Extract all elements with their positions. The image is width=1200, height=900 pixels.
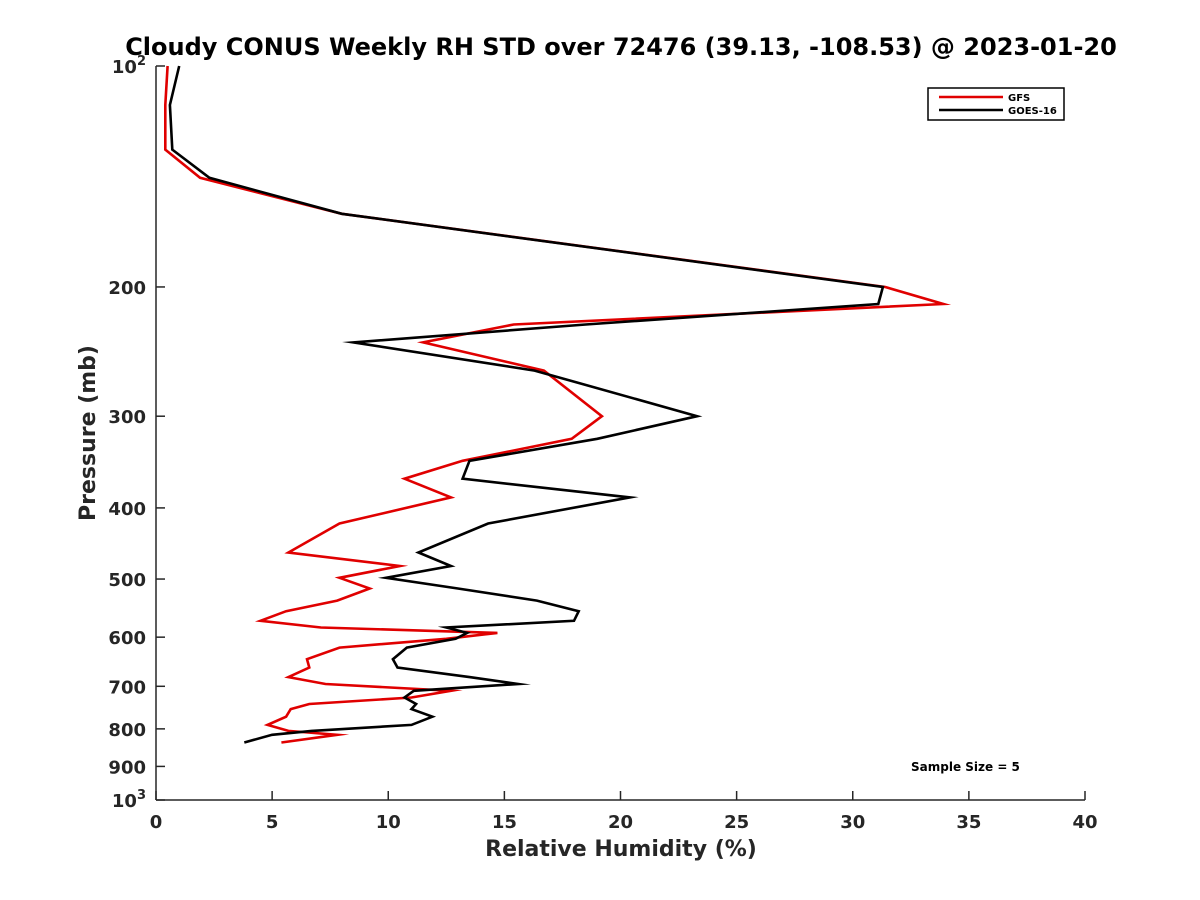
x-tick-label: 30 — [840, 812, 865, 833]
x-tick-label: 15 — [492, 812, 517, 833]
y-tick-label: 102 — [112, 54, 146, 78]
x-axis-ticks: 0 5 10 15 20 25 30 35 40 — [150, 791, 1098, 833]
x-tick-label: 0 — [150, 812, 163, 833]
series-line-goes16 — [168, 65, 885, 744]
legend-label-goes16: GOES-16 — [1008, 106, 1057, 117]
x-tick-label: 5 — [266, 812, 279, 833]
legend-label-gfs: GFS — [1008, 93, 1030, 104]
y-tick-label: 300 — [108, 407, 146, 428]
y-axis-ticks: 102 200 300 400 500 600 700 800 900 103 — [108, 54, 165, 812]
y-axis-label: Pressure (mb) — [76, 345, 101, 521]
legend: GFS GOES-16 — [927, 87, 1065, 121]
x-tick-label: 35 — [956, 812, 981, 833]
y-tick-label: 600 — [108, 628, 146, 649]
x-tick-label: 40 — [1072, 812, 1097, 833]
series-group — [164, 65, 952, 744]
y-tick-label: 900 — [108, 757, 146, 778]
sample-size-annotation: Sample Size = 5 — [911, 760, 1020, 774]
y-tick-label: 200 — [108, 278, 146, 299]
y-tick-label: 700 — [108, 677, 146, 698]
x-axis-label: Relative Humidity (%) — [485, 837, 757, 862]
y-tick-label: 800 — [108, 720, 146, 741]
x-tick-label: 10 — [376, 812, 401, 833]
y-tick-label: 103 — [112, 788, 146, 812]
chart-title: Cloudy CONUS Weekly RH STD over 72476 (3… — [125, 33, 1117, 61]
series-line-gfs — [164, 65, 952, 744]
y-tick-label: 500 — [108, 570, 146, 591]
x-tick-label: 20 — [608, 812, 633, 833]
legend-box — [927, 87, 1065, 121]
y-tick-label: 400 — [108, 499, 146, 520]
x-tick-label: 25 — [724, 812, 749, 833]
